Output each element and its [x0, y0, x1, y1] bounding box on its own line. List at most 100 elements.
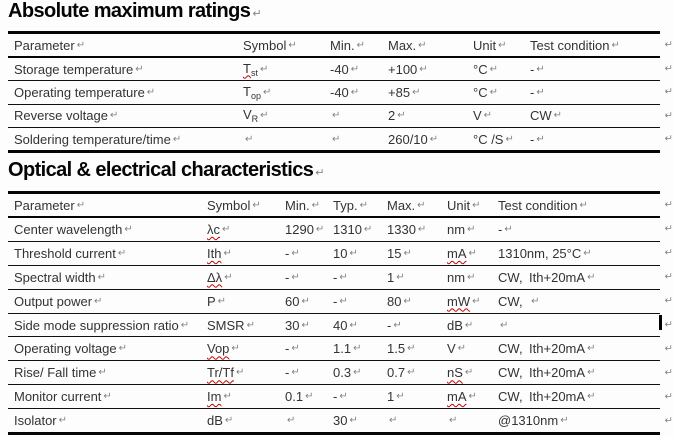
return-mark: ↵: [587, 343, 596, 355]
return-mark: ↵: [587, 271, 596, 283]
cell-text: Tr/Tf: [207, 365, 234, 381]
cell-text: CW, Ith+20mA: [498, 269, 586, 285]
return-mark: ↵: [301, 319, 310, 331]
cell-text: 1.5: [387, 341, 406, 357]
cell-text: dB: [207, 413, 223, 429]
cell-text: Parameter: [14, 37, 75, 53]
cell-text: CW, Ith+20mA: [498, 365, 586, 381]
table-row-center-wavelength: Center wavelength ↵ λc ↵ 1290 ↵ 1310 ↵ 1330 ↵ nm ↵ -…: [8, 218, 673, 242]
cell-text: CW,: [498, 293, 530, 309]
table-cell: nS ↵: [441, 361, 492, 384]
return-mark: ↵: [315, 166, 325, 179]
return-mark: ↵: [291, 247, 300, 259]
return-mark: ↵: [393, 319, 402, 331]
cell-text: nm: [447, 269, 466, 285]
return-mark: ↵: [231, 343, 240, 355]
cell-text: Typ.: [333, 197, 358, 213]
table-cell: 40 ↵: [327, 314, 381, 337]
return-mark: ↵: [353, 343, 362, 355]
title-optical-electrical-characteristics: Optical & electrical characteristics ↵: [8, 159, 324, 184]
cell-text: -: [285, 269, 290, 285]
cell-text: Rise/ Fall time: [14, 365, 97, 381]
cell-text: Max.: [388, 37, 417, 53]
return-mark: ↵: [349, 319, 358, 331]
return-mark: ↵: [222, 223, 231, 235]
cell-text: 1310nm, 25°C: [498, 245, 582, 261]
table-cell: Monitor current ↵: [8, 385, 201, 408]
return-mark: ↵: [135, 63, 144, 75]
cell-text: -: [333, 389, 338, 405]
table-cell: +85 ↵: [382, 81, 467, 103]
table-cell: nm ↵: [441, 266, 492, 289]
return-mark: ↵: [287, 415, 296, 427]
cell-text: Δλ: [207, 269, 223, 285]
cell-text: Symbol: [243, 37, 287, 53]
table-cell: P ↵: [201, 290, 279, 313]
text-cursor: [659, 315, 662, 330]
table-row-operating-voltage: Operating voltage ↵ Vop ↵ - ↵ 1.1 ↵ 1.5 ↵ V ↵ CW, It…: [8, 337, 673, 362]
table-cell: 1310nm, 25°C ↵: [492, 242, 660, 265]
table-cell: CW, Ith+20mA ↵: [492, 337, 660, 360]
return-mark: ↵: [58, 415, 68, 427]
return-mark: ↵: [252, 7, 262, 20]
return-mark: ↵: [429, 133, 439, 145]
table-cell: Spectral width ↵: [8, 266, 201, 289]
return-mark: ↵: [587, 391, 596, 403]
cell-text: -: [530, 61, 535, 77]
return-mark: ↵: [246, 319, 255, 331]
absolute-maximum-ratings-table: Parameter ↵ Symbol ↵ Min. ↵ Max. ↵ Unit ↵ Test con…: [8, 31, 673, 154]
cell-text: Top: [243, 83, 261, 101]
title-absolute-maximum-ratings: Absolute maximum ratings ↵: [8, 0, 262, 25]
optical-electrical-characteristics-table: Parameter ↵ Symbol ↵ Min. ↵ Typ. ↵ Max. ↵ Unit ↵ Tes…: [8, 191, 673, 436]
cell-text: SMSR: [207, 317, 245, 333]
table-cell: - ↵: [279, 337, 327, 360]
return-mark: ↵: [98, 367, 107, 379]
column-header-min: Min. ↵: [279, 194, 327, 216]
return-mark: ↵: [664, 223, 673, 235]
cell-text: Spectral width: [14, 269, 96, 285]
table-cell: Side mode suppression ratio ↵: [8, 314, 201, 337]
return-mark: ↵: [350, 86, 360, 98]
table-row-reverse-voltage: Reverse voltage ↵ VR ↵ ↵ 2 ↵ V ↵ CW ↵ ↵: [8, 105, 673, 128]
table-cell: CW ↵: [524, 105, 660, 127]
return-mark: ↵: [76, 199, 86, 211]
return-mark: ↵: [109, 110, 119, 122]
return-mark: ↵: [235, 367, 245, 379]
table-cell: Top ↵: [237, 81, 324, 103]
table-row-rise-fall-time: Rise/ Fall time ↵ Tr/Tf ↵ - ↵ 0.3 ↵ 0.7 ↵ nS ↵ CW, I…: [8, 361, 673, 386]
return-mark: ↵: [560, 415, 569, 427]
cell-text: °C: [473, 84, 488, 100]
cell-text: -: [387, 317, 392, 333]
table-cell: Threshold current ↵: [8, 242, 201, 265]
table-cell: Soldering temperature/time ↵: [8, 128, 237, 150]
table-cell: CW, Ith+20mA ↵: [492, 385, 660, 408]
cell-text: 1310: [333, 221, 362, 237]
cell-text: 10: [333, 245, 348, 261]
return-mark: ↵: [664, 86, 673, 98]
cell-text: V: [473, 108, 482, 124]
table-cell: dB ↵: [201, 409, 279, 432]
return-mark: ↵: [224, 415, 234, 427]
return-mark: ↵: [664, 133, 673, 145]
cell-text: 1290: [285, 221, 314, 237]
cell-text: -40: [330, 61, 349, 77]
return-mark: ↵: [305, 391, 314, 403]
return-mark: ↵: [583, 247, 592, 259]
return-mark: ↵: [389, 415, 398, 427]
return-mark: ↵: [664, 414, 673, 426]
table-cell: 30 ↵: [279, 314, 327, 337]
cell-text: Storage temperature: [14, 61, 134, 77]
table-cell: Reverse voltage ↵: [8, 105, 237, 127]
cell-text: -: [285, 245, 290, 261]
table-cell: ↵: [324, 128, 382, 150]
return-mark: ↵: [611, 39, 620, 51]
return-mark: ↵: [288, 39, 297, 51]
table-cell: +100 ↵: [382, 58, 467, 80]
return-mark: ↵: [350, 63, 360, 75]
table-cell: ↵: [237, 128, 324, 150]
table-cell: ↵: [441, 409, 492, 432]
return-mark: ↵: [172, 133, 182, 145]
table-row-operating-temperature: Operating temperature ↵ Top ↵ -40 ↵ +85 ↵ °C ↵ - ↵ ↵: [8, 81, 673, 105]
return-mark: ↵: [315, 223, 325, 235]
